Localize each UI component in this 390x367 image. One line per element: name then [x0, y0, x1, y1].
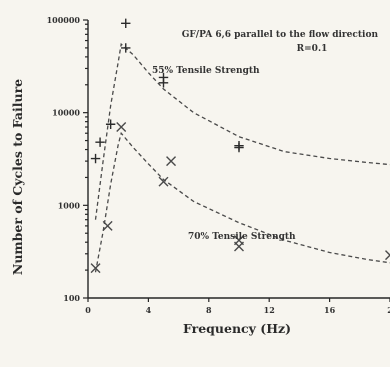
x-tick-label: 16 — [324, 305, 336, 315]
plus-marker-series-0 — [95, 137, 105, 147]
fit-curves — [94, 42, 390, 273]
fit-curve-series-1 — [94, 131, 390, 273]
cross-marker-series-1 — [158, 176, 169, 187]
series-label-70: 70% Tensile Strength — [188, 232, 296, 242]
plus-marker-series-0 — [105, 119, 116, 129]
ticks: 0 4 8 12 16 2 100 1000 10000 100000 — [47, 15, 390, 315]
y-tick-label: 1000 — [58, 200, 81, 210]
cross-marker-series-1 — [116, 122, 127, 133]
series-label-55: 55% Tensile Strength — [152, 66, 260, 76]
data-points — [90, 18, 390, 274]
x-axis-title: Frequency (Hz) — [183, 321, 291, 336]
cross-marker-series-1 — [102, 220, 113, 231]
plus-marker-series-0 — [90, 153, 101, 164]
x-tick-label: 8 — [206, 305, 212, 315]
x-tick-label: 2 — [387, 305, 390, 315]
plus-marker-series-0 — [234, 142, 244, 153]
plus-marker-series-0 — [158, 72, 169, 83]
chart-title: GF/PA 6,6 parallel to the flow direction — [182, 30, 379, 40]
x-tick-label: 0 — [85, 305, 91, 315]
cross-marker-series-1 — [385, 250, 390, 261]
x-tick-label: 4 — [146, 305, 152, 315]
plus-marker-series-0 — [121, 18, 131, 29]
x-tick-label: 12 — [264, 305, 275, 315]
cross-marker-series-1 — [166, 156, 177, 167]
fit-curve-series-0 — [94, 42, 390, 220]
y-tick-label: 100000 — [47, 15, 81, 25]
plus-marker-series-0 — [121, 43, 131, 53]
y-tick-label: 100 — [63, 293, 80, 303]
cross-marker-series-1 — [90, 263, 101, 274]
y-axis-title: Number of Cycles to Failure — [10, 79, 25, 275]
cross-marker-series-1 — [234, 241, 244, 252]
axes — [87, 20, 390, 299]
chart-text: GF/PA 6,6 parallel to the flow direction… — [10, 30, 378, 336]
chart-subtitle: R=0.1 — [297, 44, 328, 54]
y-tick-label: 10000 — [52, 108, 80, 118]
